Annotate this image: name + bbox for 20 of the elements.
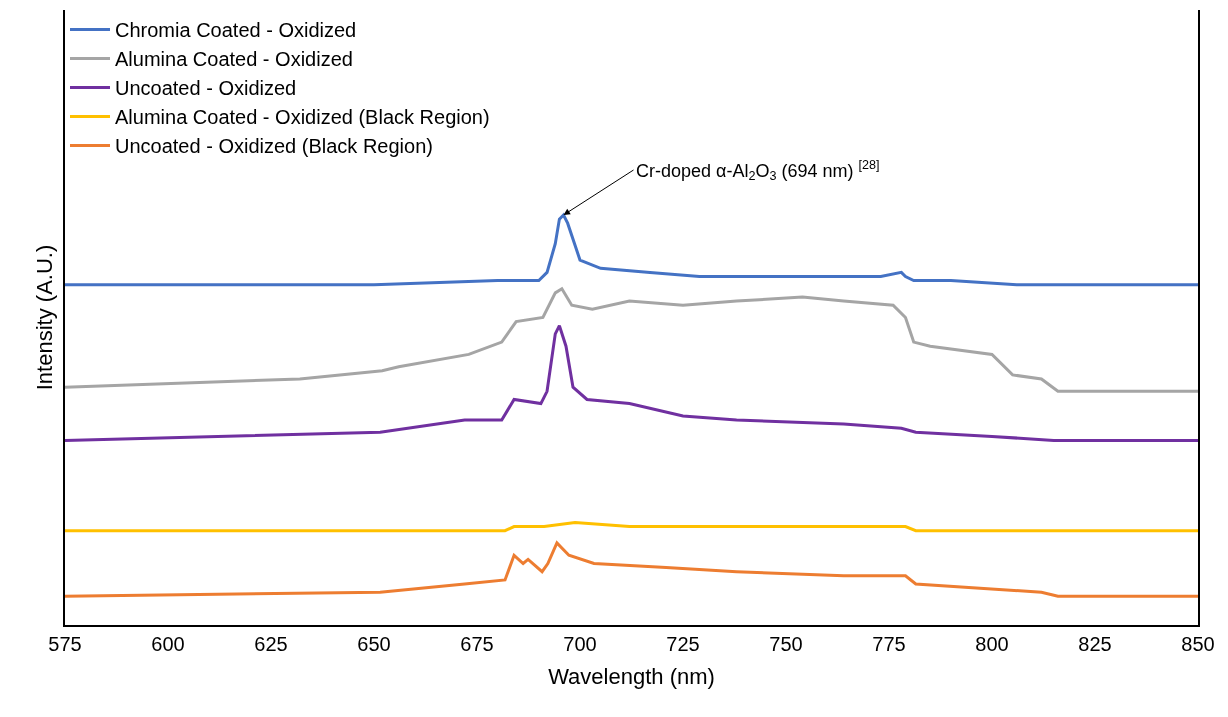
legend-label: Uncoated - Oxidized (Black Region) xyxy=(115,135,433,158)
legend-label: Chromia Coated - Oxidized xyxy=(115,19,357,42)
x-tick-label: 575 xyxy=(48,632,82,655)
y-axis-title: Intensity (A.U.) xyxy=(31,244,57,391)
x-tick-label: 850 xyxy=(1181,632,1215,655)
x-tick-label: 600 xyxy=(151,632,185,655)
x-tick-label: 700 xyxy=(563,632,597,655)
x-tick-label: 775 xyxy=(872,632,906,655)
legend-label: Alumina Coated - Oxidized xyxy=(115,48,353,71)
annotation: Cr-doped α-Al$_{2}$O$_{3}$ (694 nm) $^{[28]}$ xyxy=(636,158,880,184)
x-tick-label: 725 xyxy=(666,632,700,655)
x-tick-label: 800 xyxy=(975,632,1009,655)
x-tick-label: 675 xyxy=(460,632,494,655)
x-tick-label: 650 xyxy=(357,632,391,655)
legend-label: Uncoated - Oxidized xyxy=(115,77,297,100)
x-axis-title: Wavelength (nm) xyxy=(548,664,715,690)
x-tick-label: 825 xyxy=(1078,632,1112,655)
x-tick-label: 750 xyxy=(769,632,803,655)
legend-label: Alumina Coated - Oxidized (Black Region) xyxy=(115,106,490,129)
x-tick-label: 625 xyxy=(254,632,288,655)
